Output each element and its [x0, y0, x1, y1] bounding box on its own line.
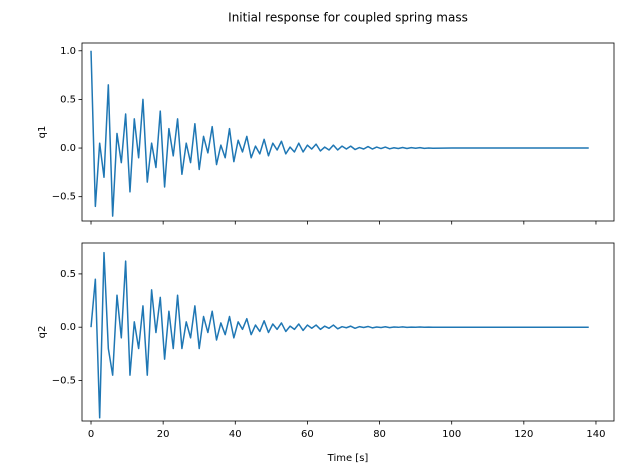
y-tick-label: 0.0	[60, 322, 76, 333]
x-tick-label: 40	[229, 429, 242, 440]
x-tick-label: 60	[301, 429, 314, 440]
x-tick-label: 0	[88, 429, 94, 440]
x-tick-label: 20	[157, 429, 170, 440]
x-tick-label: 100	[442, 429, 461, 440]
y-tick-label: 0.5	[60, 269, 76, 280]
x-tick-label: 80	[373, 429, 386, 440]
chart-title: Initial response for coupled spring mass	[228, 11, 468, 25]
x-tick-label: 120	[514, 429, 533, 440]
x-tick-label: 140	[586, 429, 605, 440]
y-tick-label: −0.5	[52, 375, 76, 386]
y-tick-label: 0.5	[60, 94, 76, 105]
y-axis-label: q2	[37, 326, 48, 339]
y-tick-label: 0.0	[60, 143, 76, 154]
y-tick-label: 1.0	[60, 46, 76, 57]
axes-frame	[81, 242, 615, 422]
data-line	[90, 251, 589, 419]
data-line	[90, 50, 589, 217]
y-axis-label: q1	[37, 126, 48, 139]
axes-frame	[81, 42, 615, 222]
y-tick-label: −0.5	[52, 192, 76, 203]
x-axis-label: Time [s]	[327, 453, 369, 464]
